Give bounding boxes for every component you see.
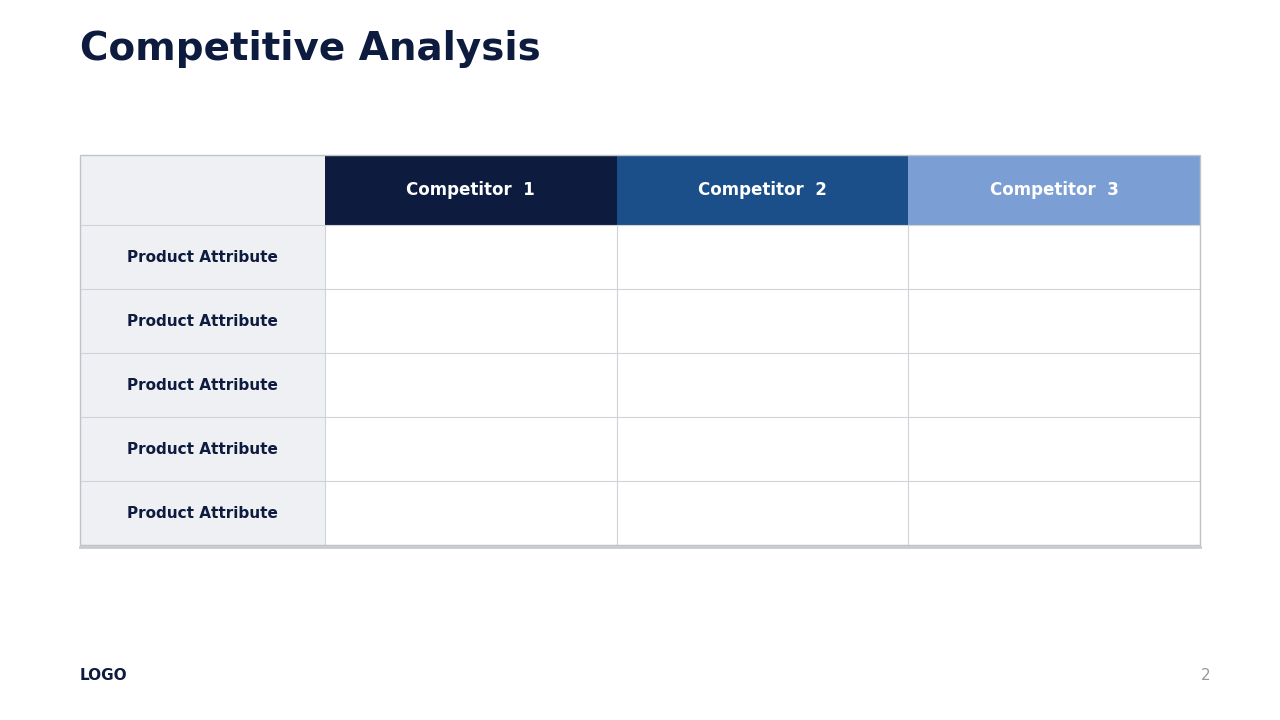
Circle shape: [745, 367, 781, 403]
Text: ✓: ✓: [754, 439, 772, 459]
Text: Competitor  3: Competitor 3: [989, 181, 1119, 199]
Text: ✓: ✓: [462, 311, 480, 331]
Circle shape: [1037, 495, 1073, 531]
Text: Product Attribute: Product Attribute: [127, 250, 278, 264]
Circle shape: [1037, 239, 1073, 275]
Text: ✓: ✓: [462, 375, 480, 395]
Text: Product Attribute: Product Attribute: [127, 505, 278, 521]
Circle shape: [453, 303, 489, 339]
Circle shape: [745, 431, 781, 467]
Text: Product Attribute: Product Attribute: [127, 377, 278, 392]
Text: ✓: ✓: [1046, 247, 1062, 267]
Text: Competitor  1: Competitor 1: [407, 181, 535, 199]
Text: Competitive Analysis: Competitive Analysis: [79, 30, 540, 68]
Text: ✓: ✓: [754, 375, 772, 395]
Text: ✓: ✓: [754, 247, 772, 267]
Text: ✓: ✓: [1046, 311, 1062, 331]
Text: 2: 2: [1201, 667, 1210, 683]
Circle shape: [1037, 303, 1073, 339]
Text: Competitor  2: Competitor 2: [698, 181, 827, 199]
Text: LOGO: LOGO: [79, 667, 128, 683]
Text: Product Attribute: Product Attribute: [127, 313, 278, 328]
Text: ✓: ✓: [1046, 503, 1062, 523]
Circle shape: [453, 367, 489, 403]
Circle shape: [745, 239, 781, 275]
Text: Product Attribute: Product Attribute: [127, 441, 278, 456]
